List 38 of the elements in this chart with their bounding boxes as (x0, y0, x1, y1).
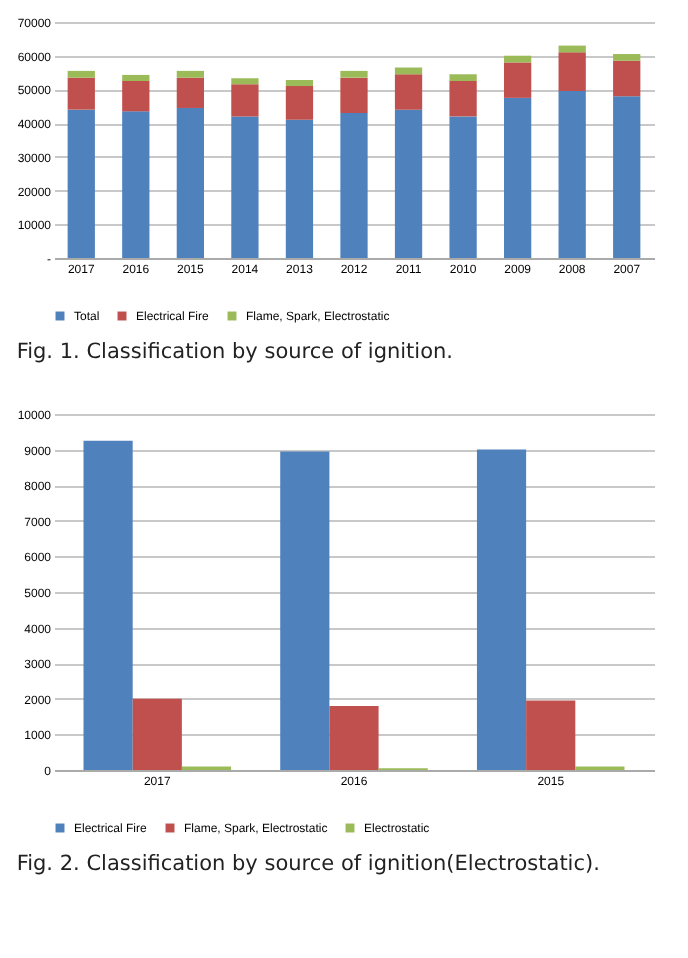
bar (285, 79, 314, 87)
bar (613, 96, 641, 258)
bar (132, 698, 182, 770)
bar (613, 54, 641, 61)
bar (67, 109, 95, 258)
bar (558, 52, 586, 92)
bar (122, 81, 150, 112)
bar (67, 70, 95, 78)
bar (340, 77, 368, 114)
bar (122, 111, 150, 258)
bar (176, 107, 204, 258)
bar (231, 84, 259, 117)
bar (504, 97, 532, 258)
bar (176, 77, 204, 108)
bar (231, 78, 259, 85)
bar (449, 74, 477, 81)
bar (329, 705, 379, 770)
bar (526, 700, 576, 770)
bar (394, 109, 423, 258)
bar (280, 451, 330, 770)
bar (231, 116, 259, 258)
bar (394, 74, 423, 110)
bar (340, 113, 368, 258)
bar (176, 70, 204, 78)
bar (83, 440, 133, 770)
bar (285, 119, 314, 258)
caption: Fig. 2. Classification by source of ignition(Electrostatic). (16, 852, 600, 876)
caption: Fig. 1. Classification by source of ignition. (16, 340, 454, 364)
bar (340, 70, 368, 78)
bar (504, 62, 532, 98)
bar (449, 116, 477, 258)
bar (476, 449, 527, 770)
bar (613, 60, 641, 97)
bar (122, 74, 150, 81)
bar (558, 91, 586, 258)
bar (449, 81, 477, 117)
bar (285, 86, 314, 120)
bar (67, 77, 95, 110)
